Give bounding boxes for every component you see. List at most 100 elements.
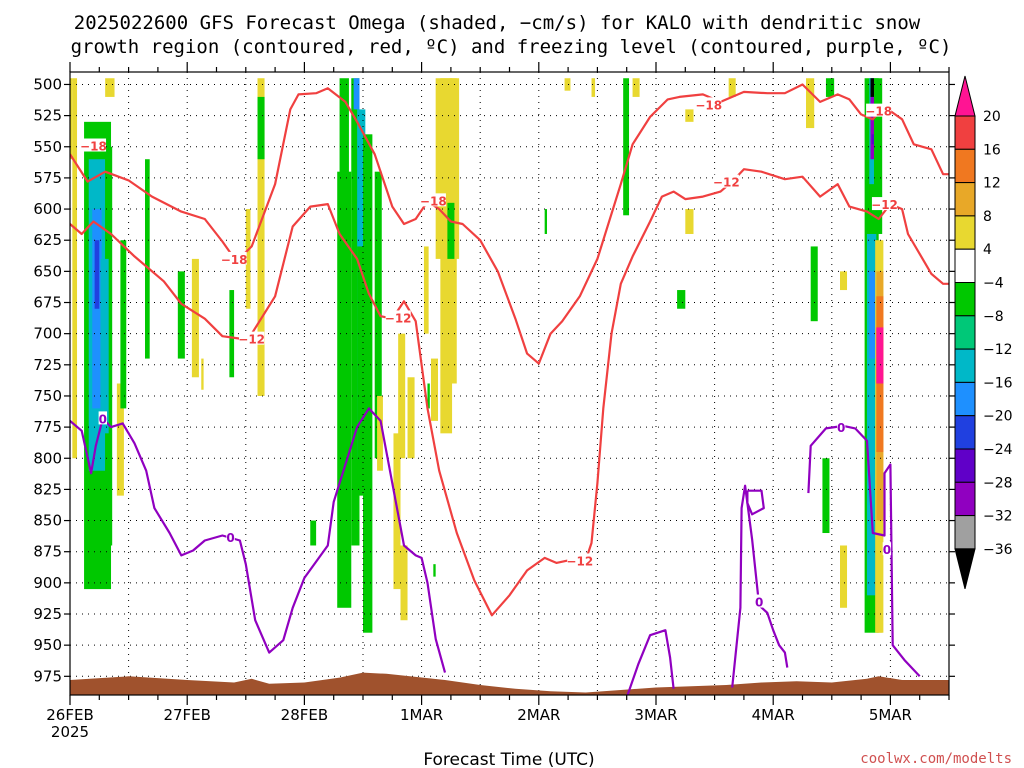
x-axis-label: Forecast Time (UTC) [423, 750, 594, 768]
dgz-contour-label: −12 [238, 333, 265, 347]
dgz-contour-label-bg [239, 331, 265, 345]
dgz-contour-label-bg [385, 310, 411, 324]
chart-title-line1: 2025022600 GFS Forecast Omega (shaded, −… [74, 12, 921, 34]
colorbar-swatch [954, 315, 976, 350]
omega-cell [310, 520, 317, 546]
x-tick-label: 5MAR [869, 706, 912, 724]
omega-cell [866, 233, 877, 596]
omega-cell [351, 78, 360, 546]
omega-cell [177, 271, 185, 359]
omega-cell [433, 564, 436, 577]
x-axis: 26FEB 27FEB 28FEB 1MAR 2MAR 3MAR 4MAR 5MAR [46, 62, 950, 724]
dgz-contour-label: −12 [566, 554, 593, 568]
y-tick-label: 550 [33, 138, 62, 156]
omega-cell [427, 383, 430, 409]
omega-cell [869, 271, 877, 359]
dgz-contour-label: −18 [420, 194, 447, 208]
y-tick-label: 650 [33, 262, 62, 280]
y-tick-label: 500 [33, 75, 62, 93]
colorbar: 20 16 12 8 4 −4 −8 −12 −16 −20 −24 −28 −32 −36 [954, 75, 1013, 590]
omega-cell [145, 159, 150, 359]
freezing-contour-dip [626, 629, 675, 695]
omega-cell [564, 78, 571, 91]
colorbar-label: 20 [983, 109, 1001, 125]
y-tick-label: 750 [33, 387, 62, 405]
omega-cell [339, 78, 349, 197]
y-tick-label: 875 [33, 543, 62, 561]
credit-text: coolwx.com/modelts [860, 751, 1012, 767]
colorbar-swatch [954, 348, 976, 383]
colorbar-label: −12 [983, 342, 1013, 358]
freezing-contour-label: 0 [883, 543, 891, 557]
freezing-contour-label: 0 [99, 412, 107, 426]
y-axis: 500 525 550 575 600 625 650 675 700 725 750 775 800 8… [33, 75, 955, 685]
freezing-contour-label: 0 [226, 531, 234, 545]
chart-title-line2: growth region (contoured, red, ºC) and f… [71, 36, 952, 58]
omega-cell [374, 171, 382, 459]
omega-cell [430, 358, 439, 421]
omega-cell [870, 78, 874, 97]
terrain-surface [70, 672, 949, 695]
colorbar-swatch [954, 381, 976, 417]
omega-cell [105, 78, 115, 97]
omega-cell [840, 545, 848, 608]
omega-cell [632, 78, 640, 97]
colorbar-label: 16 [983, 142, 1001, 158]
omega-cell [120, 240, 127, 409]
omega-cell [728, 78, 736, 97]
y-tick-label: 725 [33, 356, 62, 374]
omega-cell [100, 258, 109, 434]
y-tick-label: 700 [33, 325, 62, 343]
y-tick-label: 775 [33, 418, 62, 436]
omega-cell [870, 96, 874, 160]
x-tick-label: 1MAR [400, 706, 443, 724]
y-tick-label: 825 [33, 480, 62, 498]
freezing-contour-main [70, 407, 447, 673]
omega-cell [70, 78, 73, 160]
grid-layer [70, 72, 949, 695]
x-tick-label: 27FEB [163, 706, 210, 724]
omega-cell [810, 246, 818, 322]
dgz-contour-label-bg [866, 103, 892, 117]
dgz-contour-label: −18 [695, 98, 722, 112]
freezing-contour-label: 0 [837, 421, 845, 435]
omega-cell [257, 96, 265, 160]
y-tick-label: 900 [33, 574, 62, 592]
x-tick-label: 3MAR [634, 706, 677, 724]
colorbar-swatch [954, 182, 976, 217]
dgz-contour-minus18 [70, 83, 949, 365]
omega-cell [825, 78, 835, 97]
omega-shading-layer [70, 78, 884, 633]
freezing-contour-loop [746, 489, 765, 516]
omega-cell [377, 395, 383, 471]
y-tick-label: 675 [33, 294, 62, 312]
omega-cell [257, 78, 265, 396]
colorbar-swatch [954, 415, 976, 450]
colorbar-swatch [954, 215, 976, 250]
omega-cell [685, 109, 694, 122]
omega-cell [201, 358, 204, 390]
omega-cell [191, 258, 199, 378]
contour-layer [70, 83, 949, 695]
omega-cell [400, 545, 408, 621]
omega-cell [398, 333, 406, 459]
colorbar-label: −36 [983, 542, 1013, 558]
colorbar-label: 4 [983, 242, 992, 258]
dgz-contour-label: −12 [871, 198, 898, 212]
colorbar-swatch [954, 548, 976, 590]
omega-cell [363, 134, 373, 633]
omega-cell [407, 377, 415, 459]
x-tick-label: 26FEB [46, 706, 93, 724]
omega-cell [337, 171, 352, 608]
omega-cell [229, 290, 235, 378]
omega-cell [876, 545, 883, 633]
colorbar-label: −16 [983, 375, 1013, 391]
colorbar-swatch [954, 515, 976, 550]
omega-cell [876, 327, 884, 384]
omega-cell [72, 78, 78, 459]
dgz-contour-label: −12 [385, 311, 412, 325]
year-label: 2025 [51, 723, 89, 741]
colorbar-swatch [954, 248, 976, 283]
colorbar-swatch [954, 481, 976, 517]
